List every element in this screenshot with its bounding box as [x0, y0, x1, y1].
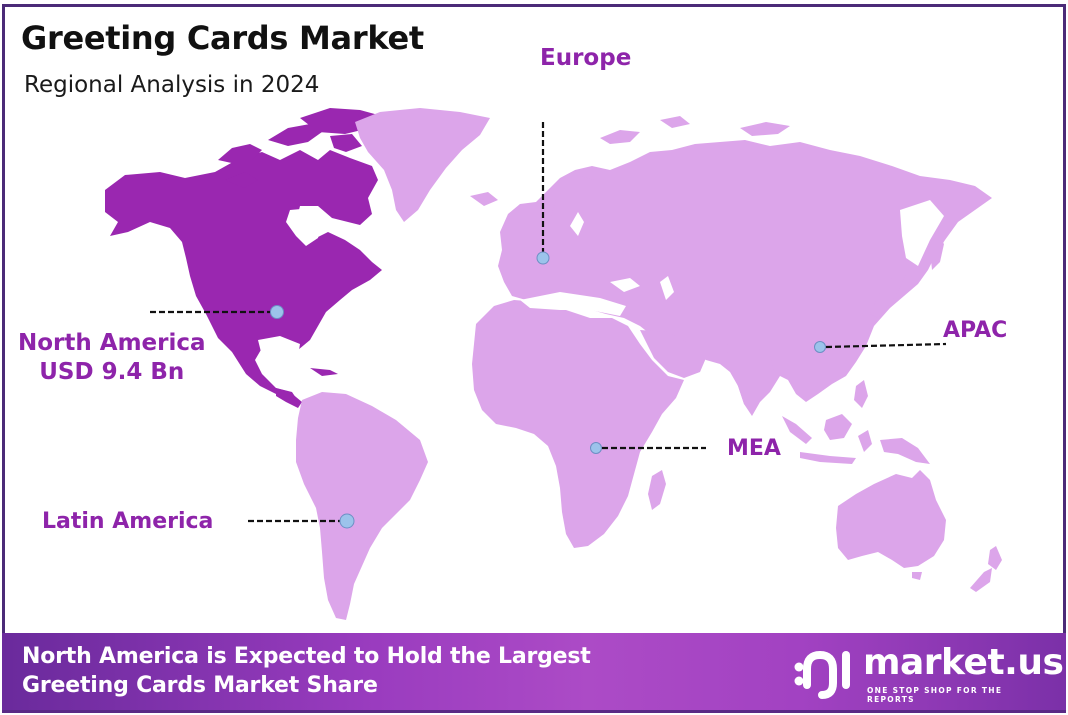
marker-latin-america	[339, 513, 355, 529]
label-north-america: North America USD 9.4 Bn	[18, 329, 206, 387]
marker-mea	[590, 442, 602, 454]
footer-message: North America is Expected to Hold the La…	[22, 643, 591, 700]
label-apac: APAC	[943, 318, 1008, 343]
logo-tagline: ONE STOP SHOP FOR THE REPORTS	[867, 686, 1003, 704]
label-europe: Europe	[540, 45, 632, 71]
marker-north-america	[270, 305, 284, 319]
gulf-of-mexico	[258, 336, 300, 368]
label-north-america-value: USD 9.4 Bn	[39, 358, 185, 385]
footer-line-2: Greeting Cards Market Share	[22, 672, 378, 698]
leader-line-apac	[825, 342, 947, 349]
logo-wordmark: market.us	[863, 642, 1064, 683]
market-us-logo: market.us ONE STOP SHOP FOR THE REPORTS	[792, 645, 1064, 704]
hudson-bay	[286, 208, 322, 246]
footer-line-1: North America is Expected to Hold the La…	[22, 644, 591, 669]
inland-seas	[520, 200, 944, 316]
marker-europe	[536, 251, 550, 265]
page-title: Greeting Cards Market	[21, 19, 424, 57]
leader-lines	[150, 122, 947, 523]
logo-mark-icon	[794, 650, 850, 699]
footer-banner: North America is Expected to Hold the La…	[2, 633, 1066, 713]
region-markers	[270, 251, 826, 529]
label-latin-america: Latin America	[42, 509, 214, 534]
label-north-america-name: North America	[18, 330, 206, 356]
region-north-america	[105, 108, 382, 408]
page-subtitle: Regional Analysis in 2024	[24, 72, 320, 98]
label-mea: MEA	[727, 436, 781, 461]
region-others	[296, 108, 1002, 620]
marker-apac	[814, 341, 826, 353]
